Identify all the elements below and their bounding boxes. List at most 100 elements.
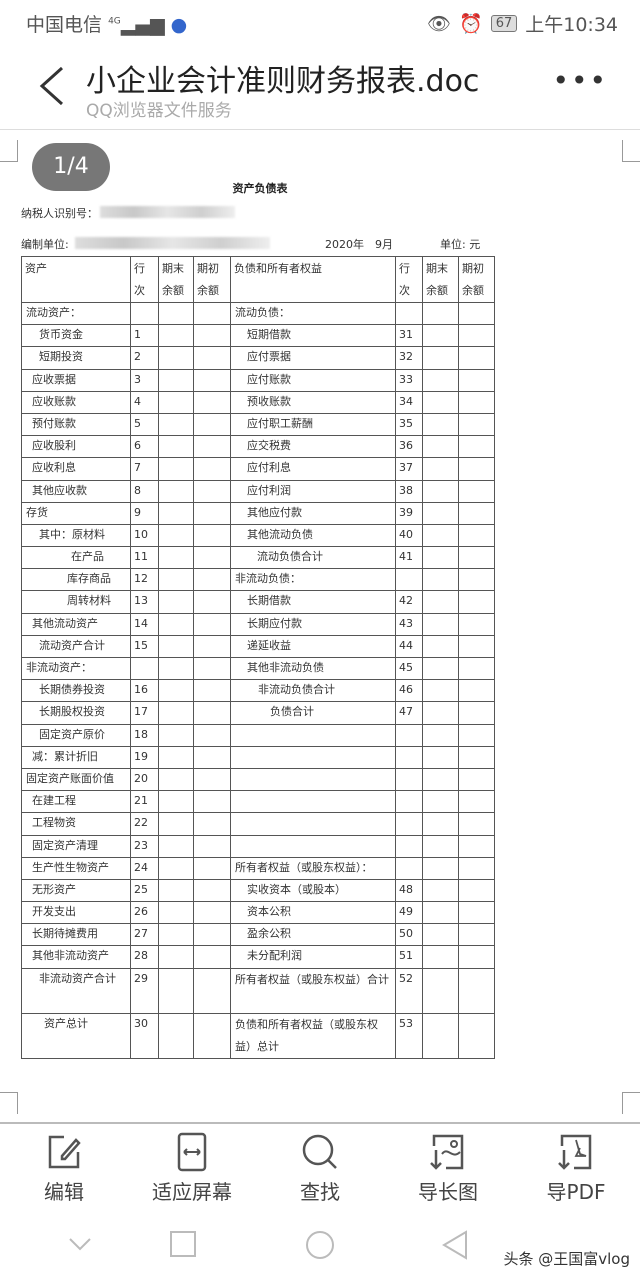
asset-line-no: 28 [130,945,159,969]
table-row: 其他非流动资产 28 未分配利润 51 [21,945,495,969]
asset-line-no: 6 [130,435,159,459]
asset-name: 应收账款 [21,390,131,414]
liability-begin-balance [458,967,495,1014]
asset-line-no: 26 [130,901,159,925]
liability-begin-balance [458,656,495,681]
edit-label: 编辑 [44,1180,84,1204]
table-row: 预付账款 5 应付职工薪酬 35 [21,412,495,437]
liability-line-no [395,834,423,858]
status-bar: 中国电信 4G▂▄▆ ● 👁 ⏰ 67 上午10:34 [0,0,640,44]
liability-line-no: 46 [395,679,423,703]
liability-begin-balance [458,1012,495,1059]
asset-name: 减：累计折旧 [21,745,131,769]
asset-end-balance [158,967,194,1014]
document-source: QQ浏览器文件服务 [86,101,232,121]
table-row: 非流动资产合计 29 所有者权益（或股东权益）合计 52 [21,967,495,1014]
asset-end-balance [158,878,194,903]
liability-begin-balance [458,435,495,459]
liability-name: 应付票据 [230,346,396,370]
page-corner-mark [0,140,18,162]
asset-name: 长期股权投资 [21,701,131,725]
asset-name: 流动资产合计 [21,634,131,659]
fit-screen-button[interactable]: 适应屏幕 [132,1132,252,1205]
recent-apps-icon[interactable] [168,1229,198,1259]
battery-icon: 67 [490,15,518,32]
asset-name: 长期债券投资 [21,679,131,703]
liability-begin-balance [458,901,495,925]
asset-begin-balance [193,901,231,925]
asset-end-balance [158,301,194,326]
asset-end-balance [158,701,194,725]
liability-begin-balance [458,390,495,414]
asset-name: 其他应收款 [21,479,131,503]
liability-name [230,723,396,747]
asset-begin-balance [193,834,231,858]
liability-begin-balance [458,412,495,437]
asset-name: 应收利息 [21,457,131,481]
signal-icon: ▂▄▆ [120,14,165,36]
asset-line-no: 21 [130,790,159,814]
export-long-image-button[interactable]: 导长图 [388,1132,508,1205]
asset-line-no: 20 [130,767,159,792]
carrier: 中国电信 [26,14,103,36]
search-button[interactable]: 查找 [260,1132,380,1205]
asset-begin-balance [193,878,231,903]
asset-begin-balance [193,945,231,969]
liability-line-no: 49 [395,901,423,925]
asset-begin-balance [193,301,231,326]
alarm-icon: ⏰ [459,13,483,35]
export-long-image-label: 导长图 [418,1180,478,1204]
asset-line-no: 18 [130,723,159,747]
asset-name: 货币资金 [21,324,131,348]
edit-button[interactable]: 编辑 [4,1132,124,1205]
liability-name: 流动负债： [230,301,396,326]
asset-end-balance [158,523,194,548]
document-title: 小企业会计准则财务报表.doc [86,64,480,99]
asset-name: 在产品 [21,546,131,570]
liability-line-no: 47 [395,701,423,725]
liability-begin-balance [458,679,495,703]
asset-begin-balance [193,346,231,370]
liability-line-no [395,301,423,326]
asset-line-no: 8 [130,479,159,503]
export-pdf-button[interactable]: 导PDF [516,1132,636,1205]
liability-end-balance [422,1012,459,1059]
asset-name: 预付账款 [21,412,131,437]
liability-begin-balance [458,634,495,659]
table-row: 应收利息 7 应付利息 37 [21,457,495,481]
redacted-unit-name [75,237,270,249]
liability-begin-balance [458,812,495,836]
home-icon[interactable] [304,1229,336,1261]
search-icon [302,1134,337,1169]
asset-begin-balance [193,967,231,1014]
asset-line-no: 12 [130,568,159,592]
liability-end-balance [422,701,459,725]
asset-begin-balance [193,634,231,659]
asset-end-balance [158,945,194,969]
watermark: 头条 @王国富vlog [503,1250,630,1268]
asset-end-balance [158,901,194,925]
chevron-down-icon[interactable] [66,1229,94,1259]
liability-name: 非流动负债： [230,568,396,592]
asset-begin-balance [193,1012,231,1059]
liability-begin-balance [458,368,495,392]
asset-end-balance [158,501,194,525]
table-row: 工程物资 22 [21,812,495,836]
liability-end-balance [422,856,459,880]
more-options-icon[interactable]: ••• [552,64,608,97]
back-nav-icon[interactable] [440,1229,470,1261]
table-row: 在产品 11 流动负债合计 41 [21,546,495,570]
page-corner-mark [622,140,640,162]
table-row: 应收账款 4 预收账款 34 [21,390,495,414]
back-icon[interactable] [36,64,66,108]
asset-end-balance [158,412,194,437]
liability-line-no: 41 [395,546,423,570]
asset-begin-balance [193,812,231,836]
asset-end-balance [158,612,194,636]
liability-end-balance [422,945,459,969]
asset-name: 工程物资 [21,812,131,836]
liability-begin-balance [458,301,495,326]
asset-end-balance [158,790,194,814]
liability-name [230,790,396,814]
liability-line-no: 35 [395,412,423,437]
